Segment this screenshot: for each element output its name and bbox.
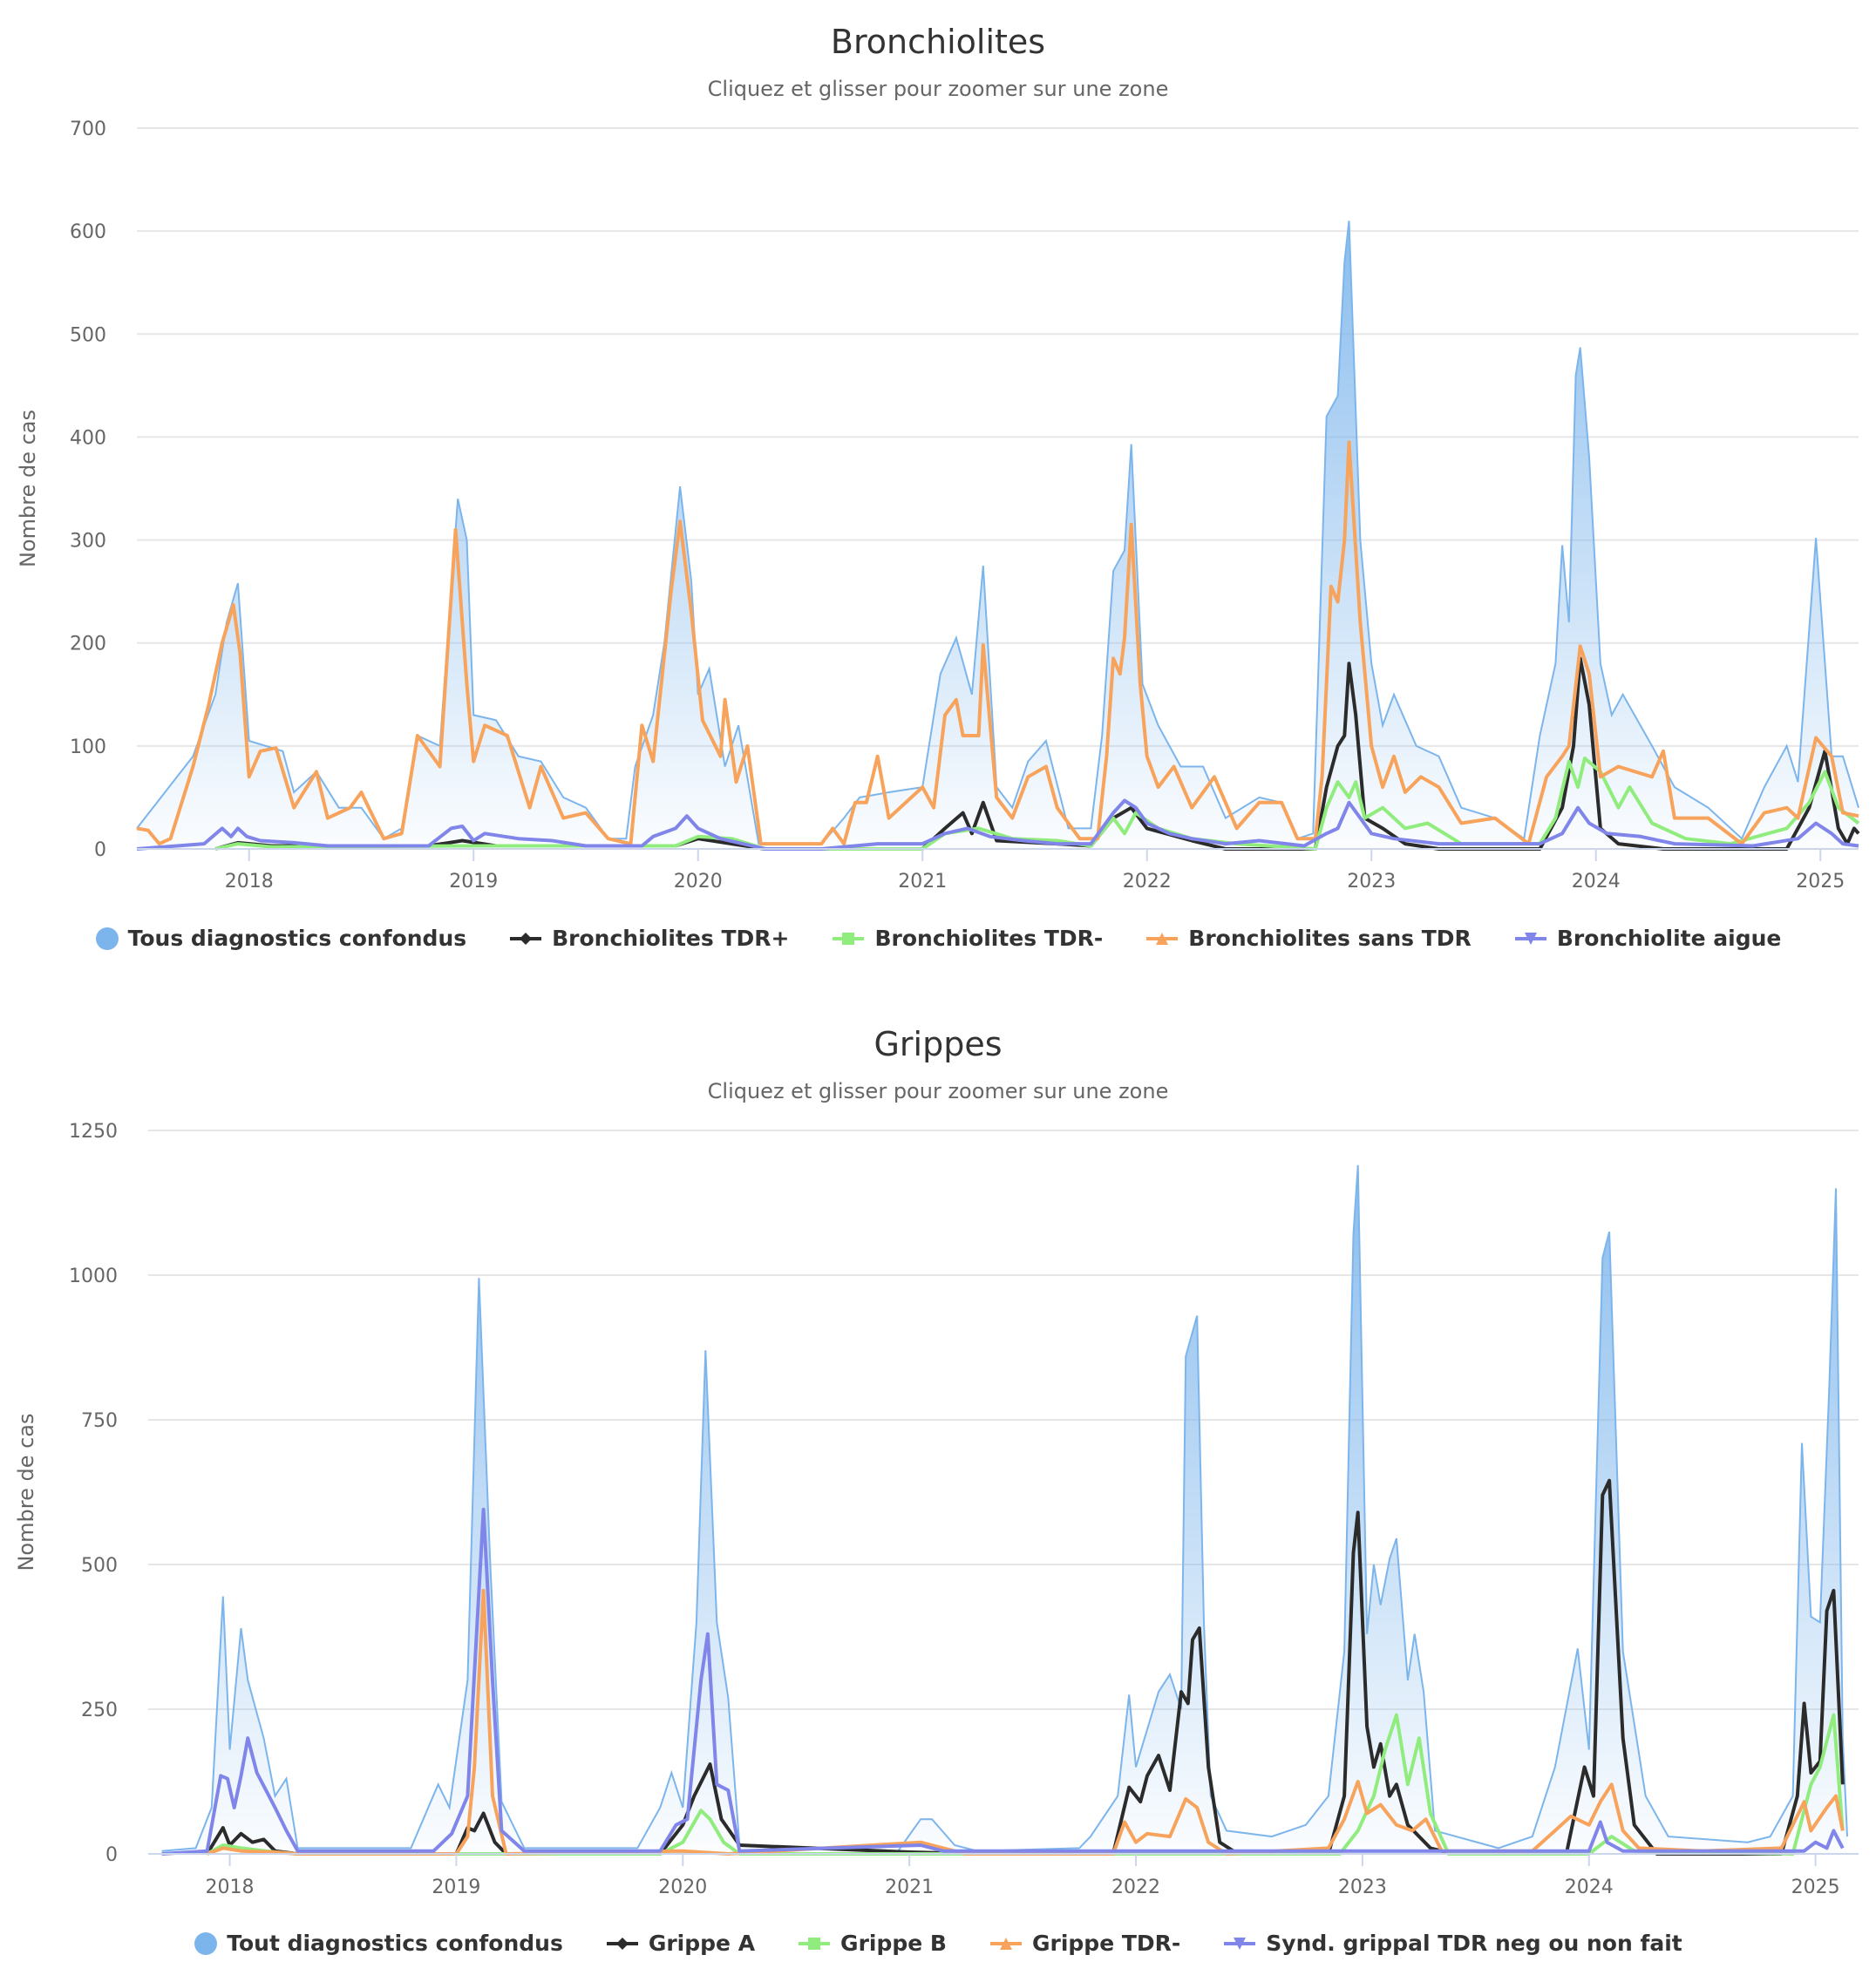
y-tick-label: 250 <box>81 1700 118 1721</box>
circle-marker-icon <box>194 1931 218 1955</box>
y-axis-label: Nombre de cas <box>14 1413 38 1571</box>
circle-marker-icon <box>95 927 119 950</box>
x-tick-label: 2023 <box>1338 1877 1387 1898</box>
legend-item[interactable]: Grippe TDR- <box>989 1931 1180 1956</box>
x-tick-label: 2019 <box>432 1877 480 1898</box>
x-tick-label: 2018 <box>206 1877 255 1898</box>
y-tick-label: 400 <box>70 427 106 449</box>
legend-label: Bronchiolites TDR- <box>874 926 1104 951</box>
x-tick-label: 2022 <box>1111 1877 1160 1898</box>
series-line-1[interactable] <box>214 656 1860 851</box>
legend-label: Grippe A <box>648 1931 756 1956</box>
legend-label: Synd. grippal TDR neg ou non fait <box>1266 1931 1682 1956</box>
x-tick-label: 2019 <box>449 871 498 893</box>
chart-subtitle: Cliquez et glisser pour zoomer sur une z… <box>707 1079 1169 1103</box>
y-tick-label: 700 <box>70 119 106 140</box>
y-tick-label: 500 <box>81 1555 118 1577</box>
legend-label: Grippe B <box>840 1931 947 1956</box>
square-marker-icon <box>799 1937 831 1950</box>
series-line-1[interactable] <box>205 1478 1845 1856</box>
triangle-marker-icon <box>989 1937 1022 1950</box>
y-tick-label: 500 <box>70 324 106 346</box>
diamond-marker-icon <box>510 932 542 945</box>
y-tick-label: 300 <box>70 531 106 553</box>
legend-item[interactable]: Bronchiolite aigue <box>1513 926 1782 951</box>
plot-area[interactable]: 0 250 500 750 1000 1250 Nombre de cas 2018 2019 2… <box>0 1002 1876 1918</box>
triangle-marker-icon <box>1146 932 1179 945</box>
y-tick-label: 200 <box>70 634 106 655</box>
legend: Tous diagnostics confondus Bronchiolites … <box>0 926 1876 951</box>
series-line-4[interactable] <box>136 798 1859 851</box>
legend-label: Grippe TDR- <box>1031 1931 1181 1956</box>
legend-item[interactable]: Tout diagnostics confondus <box>194 1931 563 1956</box>
legend: Tout diagnostics confondus Grippe A Grippe… <box>0 1931 1876 1956</box>
triangle-down-marker-icon <box>1224 1937 1256 1950</box>
x-tick-label: 2020 <box>674 871 723 893</box>
x-tick-label: 2020 <box>658 1877 707 1898</box>
y-axis-label: Nombre de cas <box>16 410 40 567</box>
triangle-down-marker-icon <box>1514 932 1546 945</box>
chart-title: Grippes <box>873 1025 1003 1063</box>
x-tick-label: 2023 <box>1347 871 1396 893</box>
legend-label: Tout diagnostics confondus <box>227 1931 563 1956</box>
y-tick-label: 600 <box>70 221 106 243</box>
chart-subtitle: Cliquez et glisser pour zoomer sur une z… <box>707 77 1169 101</box>
x-tick-label: 2018 <box>225 871 274 893</box>
diamond-marker-icon <box>606 1937 638 1950</box>
legend-item[interactable]: Tous diagnostics confondus <box>95 926 467 951</box>
chart-title: Bronchiolites <box>830 23 1046 61</box>
y-tick-label: 100 <box>70 736 106 758</box>
y-tick-label: 1000 <box>69 1266 118 1287</box>
series-area-0[interactable] <box>137 221 1859 850</box>
legend-label: Bronchiolites TDR+ <box>552 926 790 951</box>
legend-label: Bronchiolite aigue <box>1556 926 1782 951</box>
y-tick-label: 750 <box>81 1410 118 1432</box>
legend-item[interactable]: Grippe B <box>797 1931 947 1956</box>
legend-item[interactable]: Synd. grippal TDR neg ou non fait <box>1222 1931 1682 1956</box>
legend-label: Bronchiolites sans TDR <box>1188 926 1472 951</box>
series-line-0[interactable] <box>136 221 1859 845</box>
x-tick-label: 2021 <box>898 871 947 893</box>
x-tick-label: 2021 <box>885 1877 934 1898</box>
y-tick-label: 1250 <box>69 1121 118 1143</box>
legend-item[interactable]: Bronchiolites TDR- <box>831 926 1103 951</box>
x-tick-label: 2024 <box>1572 871 1621 893</box>
plot-area[interactable]: 0 100 200 300 400 500 600 700 Nombre de cas 2018 2… <box>0 0 1876 915</box>
x-tick-label: 2024 <box>1565 1877 1614 1898</box>
series-line-4[interactable] <box>161 1507 1845 1856</box>
x-tick-label: 2022 <box>1123 871 1172 893</box>
legend-item[interactable]: Bronchiolites TDR+ <box>508 926 789 951</box>
series-line-0[interactable] <box>161 1164 1848 1852</box>
legend-label: Tous diagnostics confondus <box>127 926 467 951</box>
y-tick-label: 0 <box>105 1844 118 1866</box>
legend-item[interactable]: Grippe A <box>605 1931 755 1956</box>
legend-item[interactable]: Bronchiolites sans TDR <box>1145 926 1472 951</box>
y-tick-label: 0 <box>94 839 106 861</box>
x-tick-label: 2025 <box>1796 871 1845 893</box>
x-tick-label: 2025 <box>1791 1877 1840 1898</box>
square-marker-icon <box>833 932 865 945</box>
